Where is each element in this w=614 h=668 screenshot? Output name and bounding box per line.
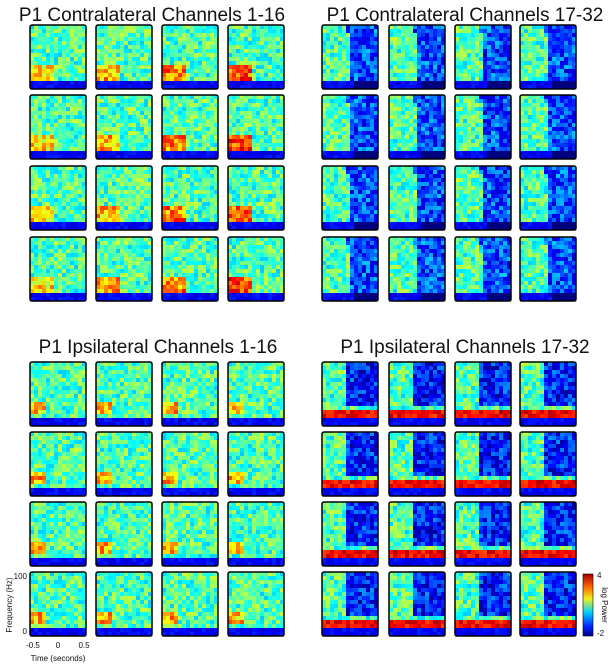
spectrogram [321, 165, 379, 231]
spectrogram [454, 24, 512, 90]
spectrogram [227, 431, 285, 497]
spectrogram [388, 94, 446, 160]
spectrogram [95, 571, 153, 637]
spectrogram [227, 501, 285, 567]
x-axis-label: Time (seconds) [31, 654, 86, 663]
spectrogram [29, 94, 87, 160]
spectrogram [388, 431, 446, 497]
colorbar [582, 573, 594, 637]
spectrogram [519, 571, 577, 637]
spectrogram [29, 236, 87, 302]
panel-title: P1 Ipsilateral Channels 17-32 [340, 337, 589, 358]
spectrogram [388, 236, 446, 302]
x-tick-label: 0 [56, 641, 61, 650]
spectrogram [161, 24, 219, 90]
spectrogram [227, 361, 285, 427]
spectrogram-grid [29, 24, 577, 637]
spectrogram [95, 361, 153, 427]
spectrogram [519, 431, 577, 497]
spectrogram [519, 24, 577, 90]
spectrogram [321, 431, 379, 497]
panel-title: P1 Ipsilateral Channels 1-16 [39, 337, 278, 358]
spectrogram [161, 571, 219, 637]
y-tick-label: 0 [23, 627, 28, 636]
x-tick-label: -0.5 [26, 641, 40, 650]
spectrogram [321, 501, 379, 567]
spectrogram [95, 501, 153, 567]
spectrogram [161, 431, 219, 497]
spectrogram [227, 24, 285, 90]
spectrogram [161, 501, 219, 567]
spectrogram [95, 24, 153, 90]
spectrogram [388, 501, 446, 567]
spectrogram [454, 431, 512, 497]
spectrogram [29, 501, 87, 567]
spectrogram [388, 24, 446, 90]
spectrogram [29, 361, 87, 427]
colorbar-tick-label: -2 [597, 629, 605, 638]
spectrogram [95, 236, 153, 302]
spectrogram [321, 94, 379, 160]
spectrogram [161, 236, 219, 302]
spectrogram [321, 571, 379, 637]
spectrogram [454, 94, 512, 160]
spectrogram [519, 236, 577, 302]
spectrogram [321, 236, 379, 302]
spectrogram [227, 94, 285, 160]
spectrogram [29, 165, 87, 231]
y-axis-label: Frequency (Hz) [5, 577, 14, 632]
panel-title: P1 Contralateral Channels 1-16 [19, 5, 285, 26]
spectrogram [29, 24, 87, 90]
spectrogram [388, 361, 446, 427]
spectrogram [227, 571, 285, 637]
spectrogram [321, 361, 379, 427]
x-tick-label: 0.5 [78, 641, 90, 650]
spectrogram [454, 571, 512, 637]
spectrogram [388, 165, 446, 231]
panel-title: P1 Contralateral Channels 17-32 [327, 5, 604, 26]
spectrogram [519, 361, 577, 427]
spectrogram [519, 165, 577, 231]
spectrogram [519, 94, 577, 160]
spectrogram [161, 165, 219, 231]
spectrogram [519, 501, 577, 567]
colorbar-tick-label: 4 [597, 571, 602, 580]
spectrogram [227, 236, 285, 302]
spectrogram [161, 361, 219, 427]
spectrogram [454, 501, 512, 567]
spectrogram [95, 94, 153, 160]
spectrogram [161, 94, 219, 160]
spectrogram [454, 236, 512, 302]
spectrogram [95, 431, 153, 497]
spectrogram [454, 361, 512, 427]
y-tick-label: 100 [14, 572, 28, 581]
spectrogram [454, 165, 512, 231]
spectrogram [29, 571, 87, 637]
spectrogram [321, 24, 379, 90]
spectrogram [227, 165, 285, 231]
spectrogram [29, 431, 87, 497]
spectrogram [95, 165, 153, 231]
colorbar-label: log Power [600, 587, 609, 623]
spectrogram [388, 571, 446, 637]
